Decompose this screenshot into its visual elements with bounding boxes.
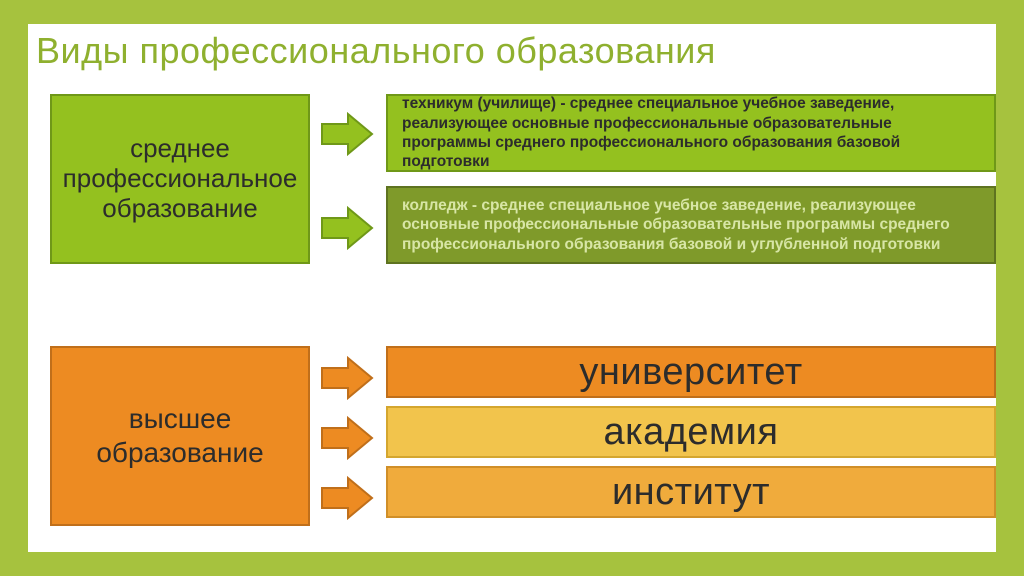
outer-frame: Виды профессионального образования средн… <box>0 0 1024 576</box>
secondary-education-box: среднее профессиональное образование <box>50 94 310 264</box>
institute-bar: институт <box>386 466 996 518</box>
higher-label-line2: образование <box>96 437 263 468</box>
academy-bar: академия <box>386 406 996 458</box>
slide-canvas: Виды профессионального образования средн… <box>28 24 996 552</box>
arrow-icon <box>320 416 374 460</box>
technikum-description: техникум (училище) - среднее специальное… <box>386 94 996 172</box>
secondary-label-line3: образование <box>102 193 257 223</box>
slide-title: Виды профессионального образования <box>36 30 716 72</box>
arrow-icon <box>320 476 374 520</box>
arrow-icon <box>320 356 374 400</box>
higher-education-box: высшее образование <box>50 346 310 526</box>
secondary-label-line2: профессиональное <box>63 163 298 193</box>
arrow-icon <box>320 206 374 250</box>
college-text: колледж - среднее специальное учебное за… <box>402 196 980 254</box>
higher-label-line1: высшее <box>129 403 232 434</box>
secondary-label-line1: среднее <box>130 133 230 163</box>
university-bar: университет <box>386 346 996 398</box>
technikum-text: техникум (училище) - среднее специальное… <box>402 94 980 172</box>
college-description: колледж - среднее специальное учебное за… <box>386 186 996 264</box>
arrow-icon <box>320 112 374 156</box>
